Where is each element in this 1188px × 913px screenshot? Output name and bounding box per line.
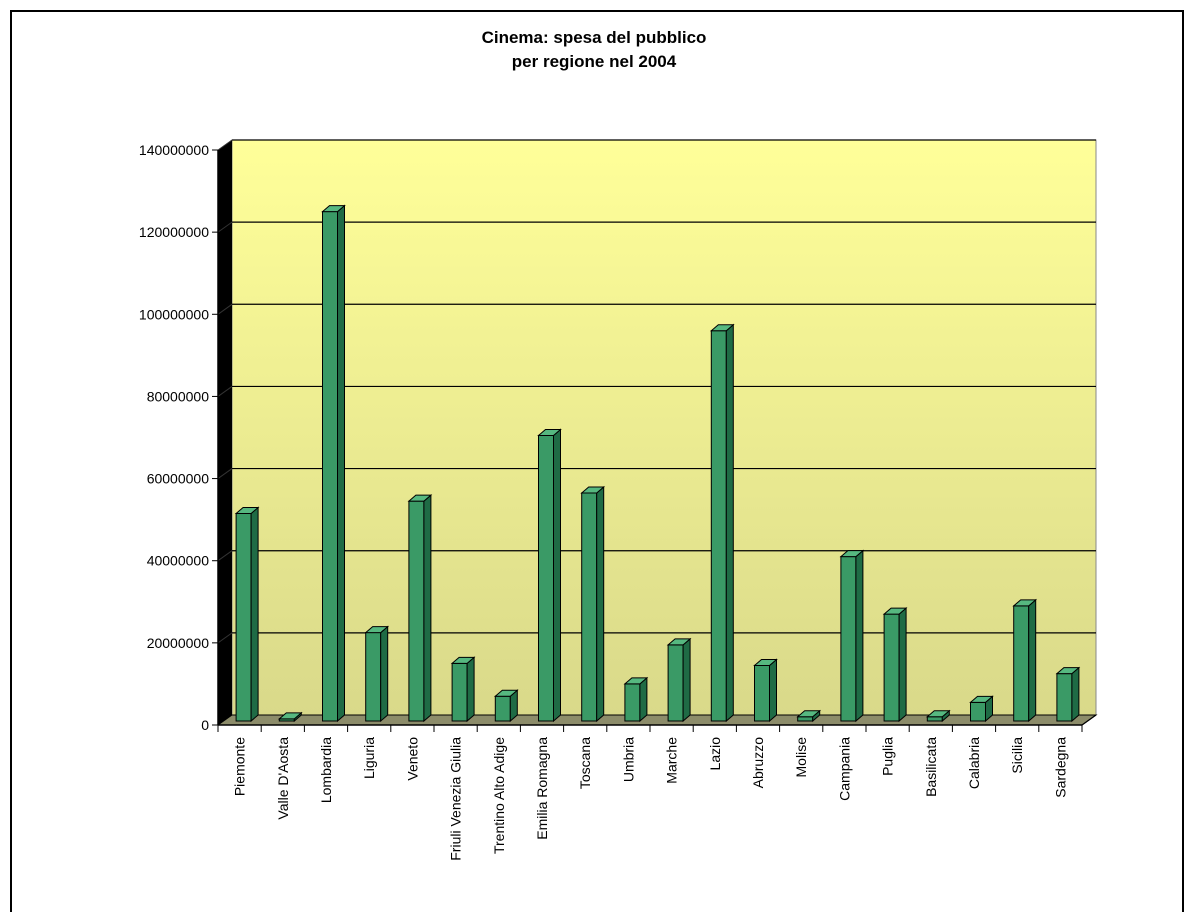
x-tick-label: Umbria <box>620 737 636 782</box>
bar-front <box>798 717 813 721</box>
x-tick-label: Puglia <box>880 737 896 776</box>
bar-front <box>409 501 424 721</box>
bar <box>366 627 388 721</box>
plot-area <box>218 140 1096 725</box>
bar <box>452 657 474 721</box>
bar-side <box>597 487 604 721</box>
x-tick-label: Molise <box>793 737 809 778</box>
y-tick-label: 60000000 <box>147 471 210 487</box>
bar-side <box>424 495 431 721</box>
bar-side <box>1072 668 1079 721</box>
bar-front <box>495 696 510 721</box>
bar-side <box>726 325 733 721</box>
bar-front <box>236 513 251 721</box>
bar-front <box>884 614 899 721</box>
bar <box>1014 600 1036 721</box>
bar-side <box>554 429 561 721</box>
bar <box>668 639 690 721</box>
bar <box>755 659 777 721</box>
bar-front <box>971 702 986 721</box>
bar-side <box>899 608 906 721</box>
bar-front <box>452 663 467 721</box>
x-tick-label: Emilia Romagna <box>534 737 550 840</box>
bar <box>625 678 647 721</box>
bar <box>409 495 431 721</box>
bar <box>236 507 258 721</box>
y-tick-label: 40000000 <box>147 553 210 569</box>
bar <box>539 429 561 721</box>
bar-front <box>323 212 338 721</box>
back-wall <box>232 140 1096 715</box>
bar-side <box>640 678 647 721</box>
bar-side <box>381 627 388 721</box>
bar-front <box>1014 606 1029 721</box>
bar-front <box>711 331 726 721</box>
x-tick-label: Calabria <box>966 737 982 789</box>
bar-front <box>841 557 856 721</box>
y-tick-label: 100000000 <box>139 306 209 322</box>
bar-side <box>1029 600 1036 721</box>
bar-front <box>625 684 640 721</box>
x-tick-label: Campania <box>836 737 852 801</box>
y-tick-label: 120000000 <box>139 224 209 240</box>
bar-front <box>927 717 942 721</box>
x-tick-label: Valle D'Aosta <box>275 737 291 820</box>
bar-side <box>856 551 863 721</box>
x-tick-label: Lazio <box>707 737 723 771</box>
y-tick-label: 80000000 <box>147 388 210 404</box>
y-tick-label: 140000000 <box>139 142 209 158</box>
x-tick-label: Sardegna <box>1052 737 1068 798</box>
bar-front <box>539 435 554 721</box>
y-tick-label: 0 <box>201 717 209 733</box>
floor <box>218 715 1096 725</box>
bar <box>323 206 345 721</box>
x-tick-label: Trentino Alto Adige <box>491 737 507 854</box>
x-tick-label: Marche <box>664 737 680 784</box>
bar-side <box>251 507 258 721</box>
bar <box>582 487 604 721</box>
x-tick-label: Veneto <box>404 737 420 781</box>
x-tick-label: Liguria <box>361 737 377 779</box>
x-tick-label: Abruzzo <box>750 737 766 789</box>
bar-front <box>668 645 683 721</box>
bar-side <box>683 639 690 721</box>
bar-front <box>755 665 770 721</box>
bar <box>841 551 863 721</box>
bar <box>711 325 733 721</box>
bar-front <box>1057 674 1072 721</box>
bar <box>495 690 517 721</box>
x-tick-label: Basilicata <box>923 737 939 797</box>
bar <box>1057 668 1079 721</box>
x-tick-label: Sicilia <box>1009 737 1025 774</box>
x-tick-label: Friuli Venezia Giulia <box>448 737 464 861</box>
x-tick-label: Lombardia <box>318 737 334 803</box>
bar-side <box>467 657 474 721</box>
x-tick-label: Toscana <box>577 737 593 789</box>
bar <box>971 696 993 721</box>
y-tick-label: 20000000 <box>147 635 210 651</box>
bar-front <box>582 493 597 721</box>
bar <box>884 608 906 721</box>
bar-side <box>338 206 345 721</box>
x-tick-label: Piemonte <box>232 737 248 796</box>
bar-front <box>366 633 381 721</box>
bar-side <box>770 659 777 721</box>
